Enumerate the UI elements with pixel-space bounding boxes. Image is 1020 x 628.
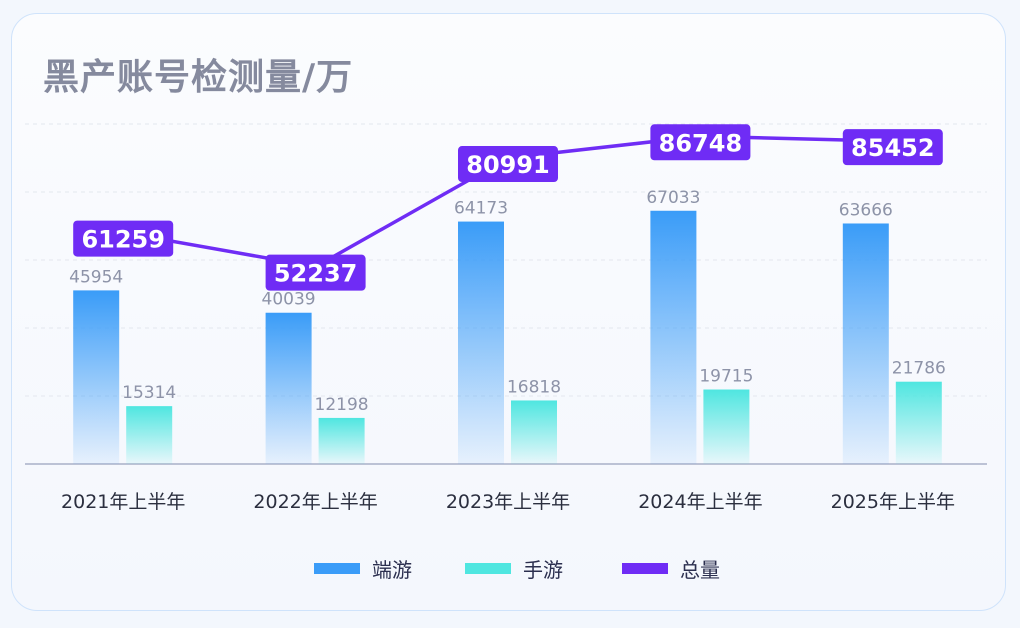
- x-tick-label: 2023年上半年: [446, 491, 570, 513]
- bar-value-label: 19715: [699, 367, 753, 387]
- total-value-label: 86748: [659, 129, 743, 157]
- chart-card: [11, 13, 1006, 611]
- x-tick-label: 2021年上半年: [61, 491, 185, 513]
- bar-value-label: 64173: [454, 199, 508, 219]
- legend-swatch-端游: [314, 563, 360, 574]
- legend-label: 总量: [680, 558, 720, 582]
- chart-title: 黑产账号检测量/万: [43, 57, 354, 98]
- x-tick-label: 2024年上半年: [638, 491, 762, 513]
- bar-value-label: 63666: [839, 200, 893, 220]
- legend-swatch-总量: [622, 563, 668, 574]
- bar-value-label: 45954: [69, 267, 123, 287]
- legend-label: 端游: [372, 558, 412, 582]
- bar-手游: [318, 417, 365, 464]
- total-value-label: 85452: [851, 134, 935, 162]
- total-label-box: [650, 124, 751, 161]
- bar-端游: [842, 223, 889, 464]
- bar-端游: [458, 221, 504, 464]
- total-label-box: [265, 254, 366, 291]
- bar-手游: [703, 389, 750, 464]
- bar-端游: [650, 210, 697, 464]
- total-label-box: [458, 146, 558, 183]
- bar-手游: [895, 381, 942, 464]
- bar-value-label: 15314: [122, 383, 176, 403]
- bar-value-label: 16818: [507, 377, 561, 397]
- total-value-label: 61259: [81, 226, 165, 254]
- bar-value-label: 12198: [315, 395, 369, 415]
- legend-swatch-手游: [465, 563, 511, 574]
- bar-value-label: 40039: [262, 290, 316, 310]
- x-tick-label: 2025年上半年: [831, 491, 955, 513]
- bar-value-label: 21786: [892, 359, 946, 379]
- total-label-box: [842, 129, 943, 166]
- x-tick-label: 2022年上半年: [253, 491, 377, 513]
- total-value-label: 52237: [274, 260, 358, 288]
- total-value-label: 80991: [466, 151, 550, 179]
- bar-手游: [126, 406, 173, 464]
- total-label-box: [73, 220, 174, 257]
- bar-端游: [265, 312, 312, 464]
- bar-端游: [73, 290, 120, 464]
- bar-手游: [511, 400, 557, 464]
- bar-value-label: 67033: [646, 188, 700, 208]
- legend-label: 手游: [523, 558, 563, 582]
